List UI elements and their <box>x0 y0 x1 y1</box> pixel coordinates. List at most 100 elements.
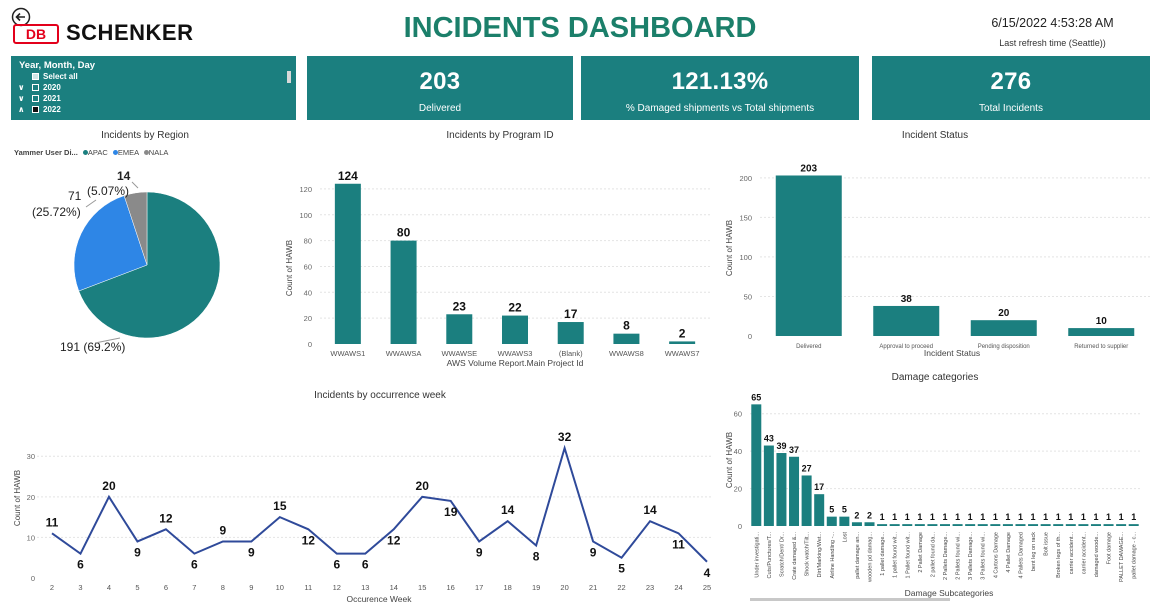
horizontal-scrollbar[interactable] <box>750 598 950 601</box>
data-label: 4 <box>704 566 711 580</box>
y-axis-label: Count of HAWB <box>285 240 294 296</box>
x-tick-label: 1 Pallet found wit... <box>905 532 911 579</box>
chevron-up-icon[interactable]: ∧ <box>18 105 25 114</box>
data-label: 12 <box>159 511 173 525</box>
x-tick-label: Dirt/Marking/Wet... <box>817 532 823 578</box>
pie-leader-line <box>131 181 139 189</box>
data-label: 6 <box>362 558 369 572</box>
kpi-value: 203 <box>419 68 461 95</box>
series-line <box>51 444 708 563</box>
slicer-item-2020[interactable]: ∨ 2020 <box>18 83 61 92</box>
x-tick-label: 12 <box>333 583 341 592</box>
bar <box>1053 524 1064 526</box>
week-line-chart: Count of HAWB Occurence Week 0 10 20 30 11 2 6… <box>13 430 712 604</box>
data-label: 1 <box>1005 512 1010 522</box>
data-label: 1 <box>1043 512 1048 522</box>
bar <box>927 524 938 526</box>
x-axis-label: AWS Volume Report.Main Project Id <box>447 358 584 368</box>
checkbox-icon[interactable] <box>32 95 39 102</box>
bar <box>751 404 762 526</box>
data-label: 1 <box>880 512 885 522</box>
data-label: 2 <box>867 510 872 520</box>
kpi-label: Total Incidents <box>979 103 1043 114</box>
data-label: 9 <box>134 545 141 559</box>
data-label: 1 <box>968 512 973 522</box>
x-tick-label: 3 Pallets Damage... <box>968 532 974 580</box>
bar <box>952 524 963 526</box>
bar <box>1028 524 1039 526</box>
x-tick-label: 25 <box>703 583 711 592</box>
slicer-item-select-all[interactable]: Select all <box>11 71 296 82</box>
data-label: 1 <box>905 512 910 522</box>
data-label: 124 <box>338 169 358 183</box>
checkbox-icon[interactable] <box>32 73 39 80</box>
x-tick-label: Crate damaged &... <box>792 532 798 580</box>
data-label: 12 <box>302 533 316 547</box>
x-tick-label: 17 <box>475 583 483 592</box>
bar <box>1002 524 1013 526</box>
x-tick-label: 2 pallet found da... <box>930 532 936 578</box>
chevron-down-icon[interactable]: ∨ <box>18 83 25 92</box>
x-tick-label: WWAWS3 <box>498 349 533 358</box>
legend-dot-nala <box>143 150 149 155</box>
date-slicer[interactable]: Year, Month, Day Select all ∨ 2020 ∨ 202… <box>11 56 296 120</box>
bar <box>1015 524 1026 526</box>
data-label: 8 <box>533 550 540 564</box>
data-label: 1 <box>892 512 897 522</box>
data-label: 14 <box>501 503 515 517</box>
y-tick-label: 10 <box>27 533 35 542</box>
data-label: 1 <box>1119 512 1124 522</box>
data-label: 1 <box>942 512 947 522</box>
x-tick-label: Returned to supplier <box>1074 344 1128 350</box>
data-label: 2 <box>854 510 859 520</box>
chevron-down-icon[interactable]: ∨ <box>18 94 25 103</box>
x-tick-label: Cuts/Punctures/T... <box>767 532 773 579</box>
data-label: 11 <box>46 515 59 529</box>
checkbox-icon[interactable] <box>32 106 39 113</box>
bar <box>390 240 417 344</box>
brand-name: SCHENKER <box>66 20 194 45</box>
bar <box>814 494 825 526</box>
bar <box>1040 524 1051 526</box>
data-label: 1 <box>1106 512 1111 522</box>
data-label: 20 <box>416 479 430 493</box>
bar <box>763 445 774 526</box>
x-tick-label: WWAWS7 <box>665 349 700 358</box>
y-tick-label: 80 <box>304 237 312 246</box>
refresh-datetime: 6/15/2022 4:53:28 AM <box>991 16 1114 30</box>
data-label: 20 <box>998 308 1010 319</box>
x-tick-label: 2 Pallets found wi... <box>956 532 962 580</box>
x-tick-label: carrier accident... <box>1081 532 1087 575</box>
data-label: 15 <box>273 499 287 513</box>
legend-label-nala: NALA <box>148 148 169 157</box>
bar <box>446 314 473 344</box>
y-axis-label: Count of HAWB <box>725 432 734 488</box>
damage-chart-title: Damage categories <box>891 372 979 383</box>
y-tick-label: 20 <box>734 485 742 494</box>
data-label: 5 <box>842 505 847 515</box>
data-label: 1 <box>1031 512 1036 522</box>
x-tick-label: Shock watch/Tilt... <box>805 532 811 577</box>
pie-leader-line <box>94 337 121 344</box>
slicer-scrollbar[interactable] <box>287 71 291 83</box>
x-tick-label: 1 pallet damage... <box>880 532 886 576</box>
bar <box>839 516 850 526</box>
y-tick-label: 60 <box>734 410 742 419</box>
pie-legend: Yammer User Di... APAC EMEA NALA <box>14 148 168 157</box>
bar <box>502 315 528 344</box>
x-tick-label: Lost <box>842 532 848 543</box>
x-tick-label: Bolt issue <box>1044 532 1050 556</box>
bar <box>873 305 940 336</box>
x-tick-label: damaged woode... <box>1094 532 1100 578</box>
y-tick-label: 50 <box>744 292 752 301</box>
y-tick-label: 60 <box>304 262 312 271</box>
x-tick-label: 19 <box>532 583 540 592</box>
slicer-item-2022[interactable]: ∧ 2022 <box>18 105 61 114</box>
x-tick-label: 9 <box>249 583 253 592</box>
checkbox-icon[interactable] <box>32 84 39 91</box>
bar <box>1128 524 1139 526</box>
slicer-item-2021[interactable]: ∨ 2021 <box>18 94 61 103</box>
x-tick-label: 13 <box>361 583 369 592</box>
x-tick-label: 2 <box>50 583 54 592</box>
data-label: 9 <box>590 545 597 559</box>
